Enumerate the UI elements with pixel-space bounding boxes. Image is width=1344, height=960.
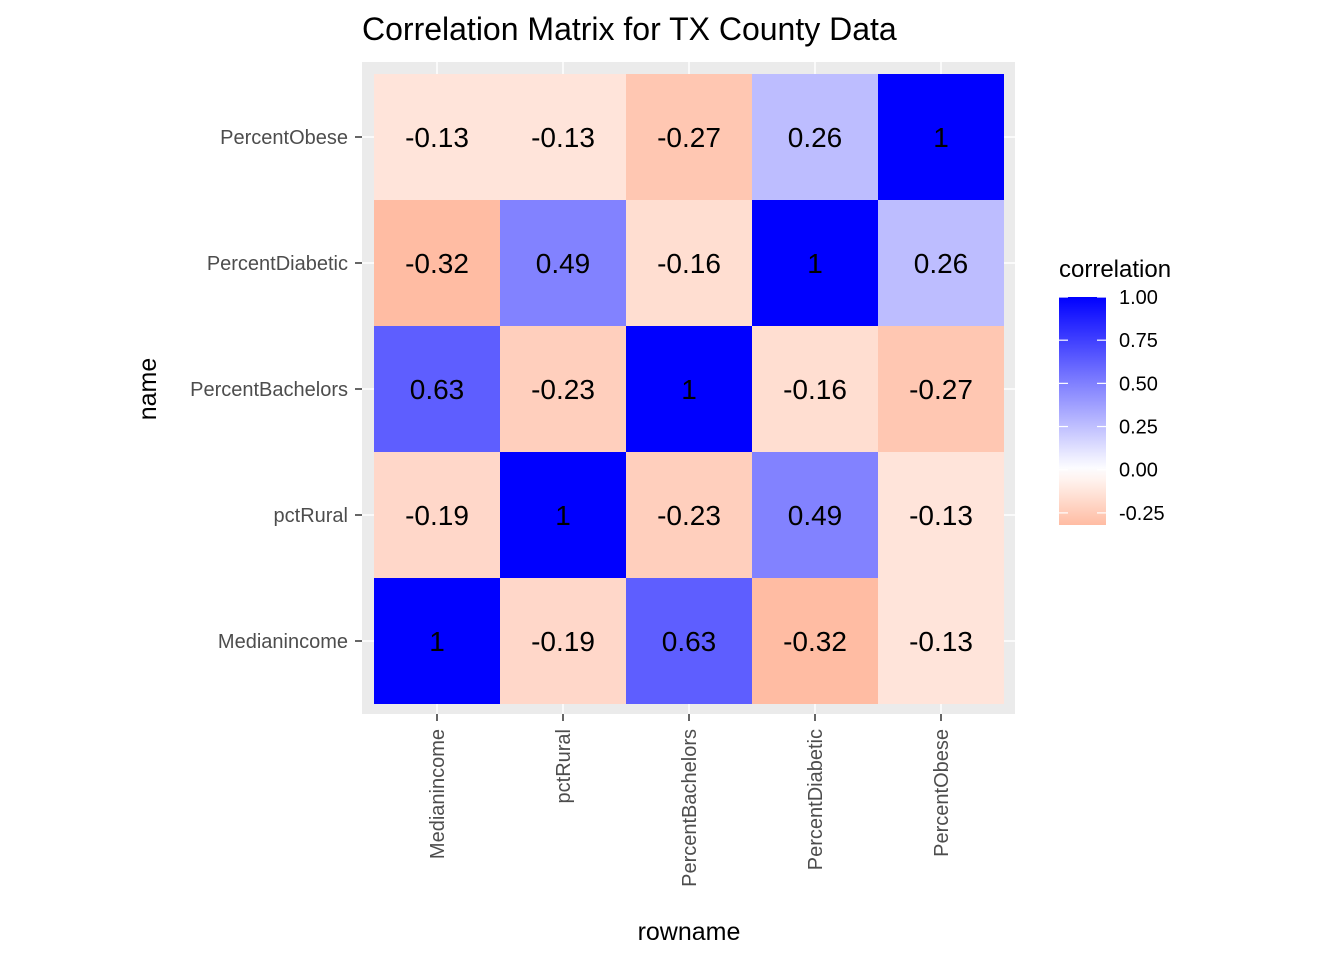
legend-tick-label: -0.25 <box>1119 503 1165 525</box>
cell-value-label: 1 <box>807 248 823 279</box>
cell-value-label: 0.63 <box>662 626 717 657</box>
cell-value-label: -0.27 <box>909 374 973 405</box>
legend-tick-label: 0.00 <box>1119 460 1158 482</box>
cell-value-label: 0.26 <box>914 248 969 279</box>
heatmap-cell <box>374 578 500 704</box>
heatmap-cell <box>878 326 1004 452</box>
heatmap-cell <box>626 452 752 578</box>
heatmap-cell <box>500 74 626 200</box>
cell-value-label: 0.63 <box>410 374 465 405</box>
heatmap-cell <box>500 452 626 578</box>
heatmap-cell <box>626 578 752 704</box>
y-tick-label: pctRural <box>274 505 348 527</box>
x-axis-title: rowname <box>638 918 741 946</box>
chart-title: Correlation Matrix for TX County Data <box>362 11 897 47</box>
y-tick-label: PercentDiabetic <box>207 253 348 275</box>
x-tick-label: PercentBachelors <box>679 729 701 887</box>
heatmap-cell <box>374 200 500 326</box>
y-axis: Medianincome pctRural PercentBachelors Perc… <box>190 127 362 653</box>
cell-value-label: 0.49 <box>788 500 843 531</box>
cell-value-label: -0.16 <box>657 248 721 279</box>
heatmap-cell <box>878 452 1004 578</box>
legend-tick-label: 0.50 <box>1119 373 1158 395</box>
x-tick-label: PercentObese <box>931 729 953 857</box>
cell-value-label: 1 <box>429 626 445 657</box>
legend-colorbar <box>1059 297 1106 525</box>
cell-value-label: -0.13 <box>531 122 595 153</box>
cell-value-label: -0.13 <box>909 626 973 657</box>
cell-value-label: -0.32 <box>405 248 469 279</box>
cell-value-label: -0.27 <box>657 122 721 153</box>
heatmap-cell <box>500 326 626 452</box>
cell-value-label: -0.32 <box>783 626 847 657</box>
heatmap-cell <box>752 578 878 704</box>
heatmap-cell <box>752 200 878 326</box>
heatmap-cell <box>752 326 878 452</box>
cell-value-label: -0.23 <box>531 374 595 405</box>
cell-value-label: -0.19 <box>531 626 595 657</box>
y-tick-label: Medianincome <box>218 631 348 653</box>
cell-value-label: 0.49 <box>536 248 591 279</box>
cell-value-label: -0.16 <box>783 374 847 405</box>
cell-value-label: 1 <box>681 374 697 405</box>
heatmap-cell <box>374 74 500 200</box>
legend-tick-label: 1.00 <box>1119 287 1158 309</box>
x-tick-label: pctRural <box>553 729 575 803</box>
heatmap-cells: 1 -0.19 0.63 -0.32 -0.13 -0.19 1 -0.23 0.49 -0.13… <box>374 74 1004 704</box>
x-tick-label: Medianincome <box>427 729 449 859</box>
cell-value-label: 1 <box>933 122 949 153</box>
heatmap-cell <box>500 578 626 704</box>
y-axis-title: name <box>134 358 162 421</box>
cell-value-label: 0.26 <box>788 122 843 153</box>
legend-tick-label: 0.25 <box>1119 417 1158 439</box>
heatmap-cell <box>626 326 752 452</box>
heatmap-cell <box>626 200 752 326</box>
heatmap-cell <box>878 578 1004 704</box>
cell-value-label: -0.13 <box>909 500 973 531</box>
heatmap-cell <box>374 326 500 452</box>
cell-value-label: -0.19 <box>405 500 469 531</box>
heatmap-cell <box>752 452 878 578</box>
heatmap-cell <box>374 452 500 578</box>
cell-value-label: 1 <box>555 500 571 531</box>
legend-title: correlation <box>1059 256 1171 283</box>
legend-tick-label: 0.75 <box>1119 330 1158 352</box>
heatmap-cell <box>500 200 626 326</box>
cell-value-label: -0.13 <box>405 122 469 153</box>
heatmap-cell <box>878 74 1004 200</box>
y-tick-label: PercentObese <box>220 127 348 149</box>
legend: correlation 1.00 0.75 0.50 0.25 0.00 -0.25 <box>1059 256 1171 525</box>
heatmap-cell <box>752 74 878 200</box>
x-tick-label: PercentDiabetic <box>805 729 827 870</box>
heatmap-cell <box>878 200 1004 326</box>
y-tick-label: PercentBachelors <box>190 379 348 401</box>
cell-value-label: -0.23 <box>657 500 721 531</box>
x-axis: Medianincome pctRural PercentBachelors Perc… <box>427 714 953 887</box>
heatmap-cell <box>626 74 752 200</box>
